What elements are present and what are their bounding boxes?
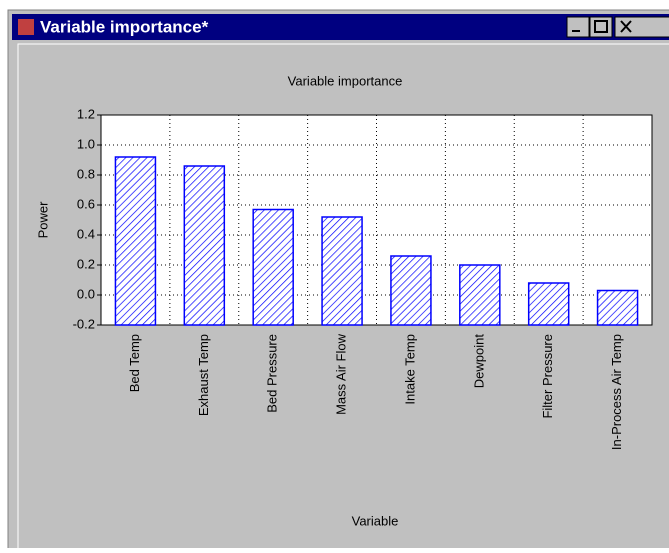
y-tick-label: 1.0 bbox=[77, 136, 95, 151]
window-controls[interactable] bbox=[566, 16, 669, 38]
bar bbox=[459, 264, 501, 326]
x-tick-label: Mass Air Flow bbox=[334, 333, 349, 415]
close-button[interactable] bbox=[614, 16, 669, 38]
window-title: Variable importance* bbox=[40, 17, 209, 36]
y-tick-label: 0.6 bbox=[77, 196, 95, 211]
y-tick-label: 0.2 bbox=[77, 256, 95, 271]
minimize-button[interactable] bbox=[566, 16, 590, 38]
bar bbox=[527, 282, 570, 326]
bar bbox=[390, 255, 432, 326]
x-tick-label: Intake Temp bbox=[402, 334, 417, 405]
bar bbox=[321, 216, 363, 326]
bar bbox=[252, 208, 294, 326]
x-axis-label: Variable bbox=[352, 513, 399, 528]
x-tick-label: Dewpoint bbox=[471, 334, 486, 389]
chart-title: Variable importance bbox=[288, 73, 403, 88]
y-tick-label: 0.0 bbox=[77, 286, 95, 301]
y-tick-label: -0.2 bbox=[73, 316, 95, 331]
x-tick-label: Bed Temp bbox=[127, 334, 142, 392]
x-tick-label: In-Process Air Temp bbox=[609, 334, 624, 450]
x-tick-label: Bed Pressure bbox=[265, 334, 280, 413]
bar bbox=[183, 165, 226, 326]
y-tick-label: 0.8 bbox=[77, 166, 95, 181]
title-bar bbox=[12, 14, 669, 40]
window-icon bbox=[18, 19, 34, 35]
y-tick-label: 1.2 bbox=[77, 106, 95, 121]
y-tick-label: 0.4 bbox=[77, 226, 95, 241]
bar bbox=[114, 156, 157, 326]
x-tick-label: Exhaust Temp bbox=[196, 334, 211, 416]
y-axis-label: Power bbox=[35, 201, 50, 239]
bar bbox=[596, 289, 639, 326]
x-tick-label: Filter Pressure bbox=[540, 334, 555, 419]
